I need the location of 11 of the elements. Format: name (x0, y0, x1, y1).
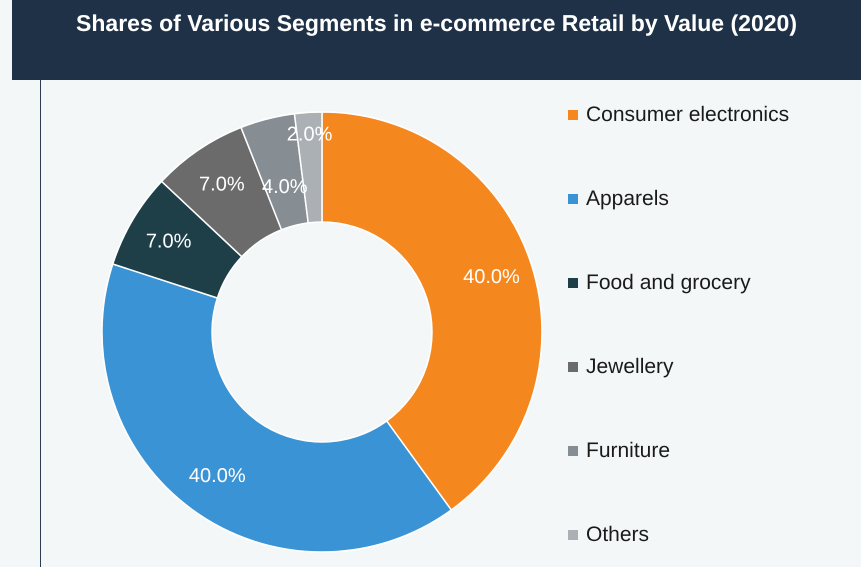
data-label: 7.0% (146, 230, 192, 252)
data-label: 40.0% (463, 266, 520, 288)
data-label: 7.0% (199, 174, 245, 196)
legend-label: Others (586, 523, 650, 547)
chart-title: Shares of Various Segments in e-commerce Retail by Value (2020) (12, 0, 861, 80)
legend-label: Apparels (586, 187, 669, 211)
legend-label: Food and grocery (586, 271, 751, 295)
data-label: 40.0% (188, 465, 246, 488)
legend-label: Furniture (586, 439, 670, 463)
legend-label: Jewellery (586, 355, 674, 379)
legend-label: Consumer electronics (586, 103, 790, 127)
